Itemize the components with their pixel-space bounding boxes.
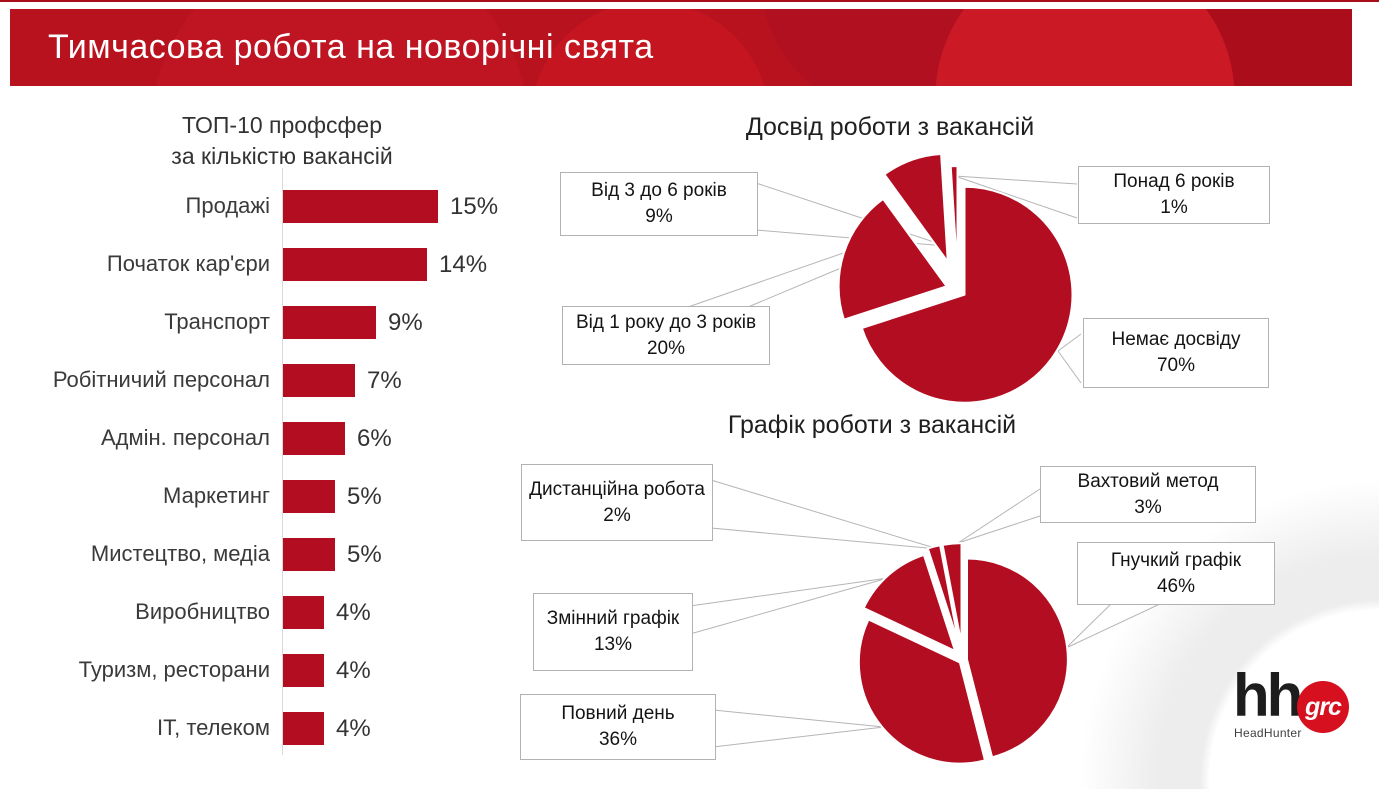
- callout-experience-1-3-years: Від 1 року до 3 років 20%: [562, 306, 770, 365]
- bar: [283, 596, 324, 629]
- headhunter-logo: hh grc HeadHunter: [1233, 666, 1363, 744]
- pie-slice: [966, 557, 1069, 759]
- pie-slice: [837, 197, 948, 321]
- bar-chart-title: ТОП-10 профсфер за кількістю вакансій: [116, 110, 448, 172]
- logo-hh-text: hh: [1233, 662, 1303, 729]
- bar-chart-title-line2: за кількістю вакансій: [171, 143, 393, 169]
- bar-category-label: Робітничий персонал: [52, 367, 270, 392]
- callout-schedule-remote: Дистанційна робота 2%: [521, 464, 713, 541]
- pie-experience-title: Досвід роботи з вакансій: [745, 113, 1035, 141]
- bar: [283, 654, 324, 687]
- bar: [283, 480, 335, 513]
- bar-value-label: 4%: [336, 599, 371, 626]
- bar-value-label: 9%: [388, 309, 423, 336]
- callout-schedule-fullday: Повний день 36%: [520, 694, 716, 760]
- bar-value-label: 7%: [367, 367, 402, 394]
- pie-slice: [860, 185, 1074, 404]
- bar-value-label: 6%: [357, 425, 392, 452]
- header-banner: Тимчасова робота на новорічні свята: [10, 9, 1352, 86]
- bar-value-label: 4%: [336, 657, 371, 684]
- callout-schedule-flexible: Гнучкий графік 46%: [1077, 542, 1275, 605]
- bar-chart-axis-line: [282, 168, 283, 755]
- bar: [283, 422, 345, 455]
- bar: [283, 364, 355, 397]
- bar-category-label: Продажі: [185, 193, 270, 218]
- bar-value-label: 5%: [347, 541, 382, 568]
- bar-category-label: Початок кар'єри: [106, 251, 270, 276]
- callout-schedule-shift: Змінний графік 13%: [533, 593, 693, 671]
- pie-slice: [926, 544, 960, 646]
- bar-category-label: ІТ, телеком: [157, 715, 270, 740]
- bar: [283, 538, 335, 571]
- bar-category-label: Виробництво: [135, 599, 270, 624]
- pie-slice: [941, 542, 963, 646]
- bar-category-label: Транспорт: [164, 309, 270, 334]
- callout-experience-3-6-years: Від 3 до 6 років 9%: [560, 172, 758, 236]
- bar-value-label: 5%: [347, 483, 382, 510]
- logo-grc-text: grc: [1305, 692, 1342, 721]
- bar-value-label: 4%: [336, 715, 371, 742]
- page-title: Тимчасова робота на новорічні свята: [48, 28, 654, 66]
- bar-category-label: Мистецтво, медіа: [90, 541, 270, 566]
- callout-experience-none: Немає досвіду 70%: [1083, 318, 1269, 388]
- callout-leader-lines: [687, 175, 1163, 748]
- bar-category-label: Адмін. персонал: [101, 425, 270, 450]
- logo-grc-circle: grc: [1297, 681, 1349, 733]
- bar-value-label: 14%: [439, 251, 488, 278]
- logo-caption: HeadHunter: [1234, 726, 1302, 740]
- bar: [283, 306, 376, 339]
- bar-value-label: 15%: [450, 193, 499, 220]
- bar: [283, 712, 324, 745]
- pie-slice: [883, 153, 949, 263]
- pie-schedule-title: Графік роботи з вакансій: [727, 411, 1017, 439]
- bar-category-label: Маркетинг: [163, 483, 270, 508]
- pie-experience: [837, 153, 1074, 404]
- top-divider-line: [0, 0, 1379, 2]
- callout-schedule-rotation: Вахтовий метод 3%: [1040, 466, 1256, 523]
- pie-slice: [857, 618, 986, 765]
- bar-chart-title-line1: ТОП-10 профсфер: [181, 112, 383, 138]
- callout-experience-over-6-years: Понад 6 років 1%: [1078, 166, 1270, 224]
- bar: [283, 248, 427, 281]
- pie-slice: [862, 553, 957, 652]
- pie-schedule: [857, 542, 1069, 765]
- bar: [283, 190, 438, 223]
- bar-category-label: Туризм, ресторани: [78, 657, 270, 682]
- pie-slice: [949, 164, 959, 275]
